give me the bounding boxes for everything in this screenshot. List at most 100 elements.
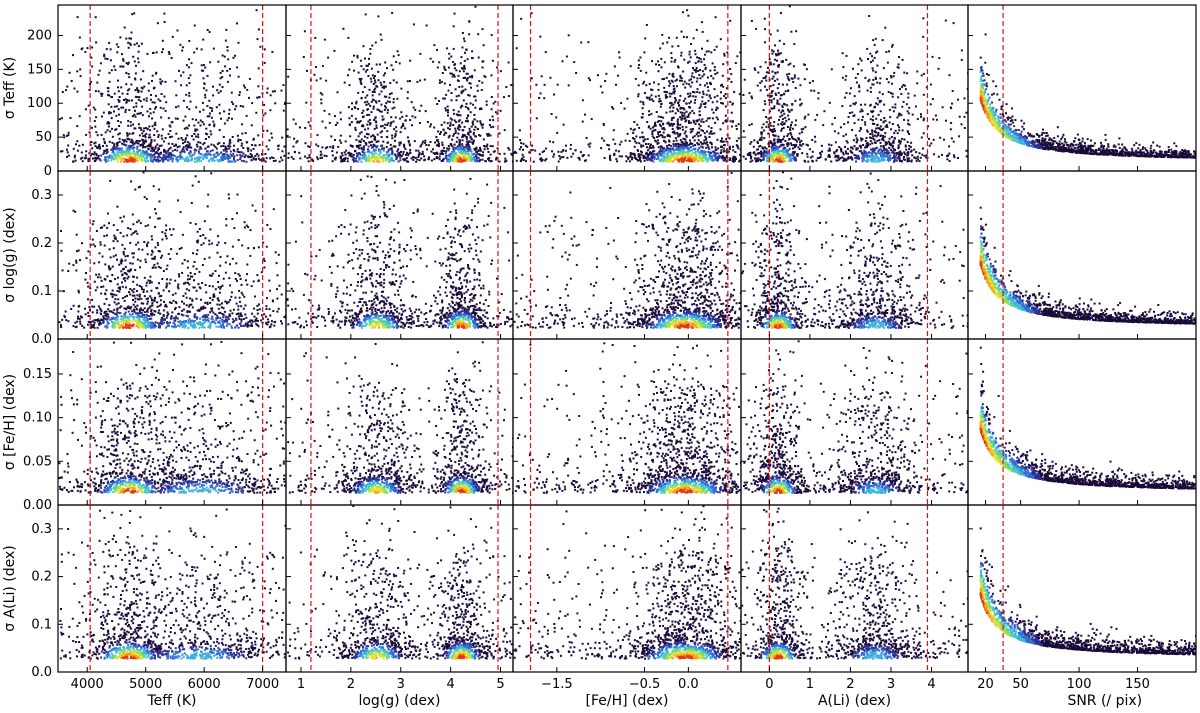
density-point <box>378 63 381 66</box>
density-point <box>811 155 814 158</box>
density-point <box>748 124 751 127</box>
density-point <box>116 148 118 151</box>
density-point <box>664 140 667 143</box>
density-point <box>847 156 850 159</box>
density-point <box>179 151 182 154</box>
density-point <box>239 139 242 142</box>
density-point <box>491 115 494 118</box>
density-point <box>673 87 676 90</box>
density-point <box>272 160 275 162</box>
density-point <box>750 155 753 158</box>
density-point <box>577 156 580 159</box>
density-point <box>557 160 560 163</box>
density-point <box>128 154 131 157</box>
density-point <box>730 111 733 114</box>
density-point <box>582 154 585 156</box>
density-point <box>158 144 161 147</box>
density-point <box>258 143 261 146</box>
density-point <box>118 137 121 140</box>
density-point <box>555 116 558 119</box>
density-point <box>292 157 295 160</box>
density-point <box>281 136 284 139</box>
density-point <box>782 158 785 161</box>
density-point <box>138 140 141 142</box>
density-point <box>781 106 784 108</box>
density-point <box>863 151 866 154</box>
density-point <box>888 146 891 149</box>
density-point <box>282 109 285 112</box>
density-point <box>119 36 122 39</box>
density-point <box>142 144 144 147</box>
density-point <box>151 117 154 120</box>
density-point <box>855 157 858 160</box>
density-point <box>965 111 968 114</box>
density-point <box>703 132 706 135</box>
density-point <box>852 139 855 142</box>
density-point <box>948 145 951 148</box>
density-point <box>224 148 227 151</box>
density-point <box>649 151 651 154</box>
density-point <box>296 140 299 143</box>
density-point <box>689 111 692 114</box>
density-point <box>91 46 94 49</box>
density-point <box>401 115 404 118</box>
density-point <box>735 124 738 127</box>
density-point <box>127 46 130 49</box>
density-point <box>869 133 872 135</box>
density-point <box>648 82 651 85</box>
density-point <box>294 122 297 125</box>
density-point <box>382 149 385 152</box>
density-point <box>687 120 690 123</box>
density-point <box>453 12 456 15</box>
density-point <box>676 85 678 88</box>
density-point <box>130 138 133 141</box>
density-point <box>848 112 851 114</box>
density-point <box>913 156 916 159</box>
density-point <box>696 88 699 91</box>
density-point <box>753 151 756 154</box>
density-point <box>787 114 790 117</box>
density-point <box>180 84 183 87</box>
density-point <box>587 143 590 146</box>
density-point <box>469 111 472 114</box>
density-point <box>474 135 477 138</box>
density-point <box>475 155 478 157</box>
density-point <box>772 150 775 153</box>
density-point <box>674 58 677 61</box>
density-point <box>424 110 427 113</box>
density-point <box>161 51 163 54</box>
density-point <box>452 154 455 157</box>
density-point <box>111 127 113 130</box>
density-point <box>623 107 626 110</box>
density-point <box>128 144 131 147</box>
density-point <box>178 69 180 72</box>
density-point <box>213 156 216 159</box>
density-point <box>783 146 786 149</box>
density-point <box>899 88 901 90</box>
density-point <box>137 57 140 60</box>
density-point <box>807 113 810 116</box>
density-point <box>778 83 781 85</box>
density-point <box>699 83 702 86</box>
density-point <box>162 160 165 163</box>
density-point <box>487 157 489 160</box>
density-point <box>395 61 398 63</box>
density-point <box>647 156 650 159</box>
density-point <box>693 76 696 79</box>
density-point <box>680 77 683 80</box>
density-point <box>190 62 193 65</box>
density-point <box>704 150 707 153</box>
density-point <box>465 48 468 51</box>
density-point <box>356 153 359 156</box>
density-point <box>690 43 693 45</box>
density-point <box>436 48 438 51</box>
density-point <box>682 35 685 38</box>
density-point <box>452 152 455 155</box>
density-point <box>727 150 730 153</box>
density-point <box>615 158 618 161</box>
density-point <box>710 156 713 159</box>
density-point <box>897 146 900 149</box>
density-point <box>759 81 762 84</box>
density-point <box>193 151 196 154</box>
density-point <box>686 147 689 150</box>
